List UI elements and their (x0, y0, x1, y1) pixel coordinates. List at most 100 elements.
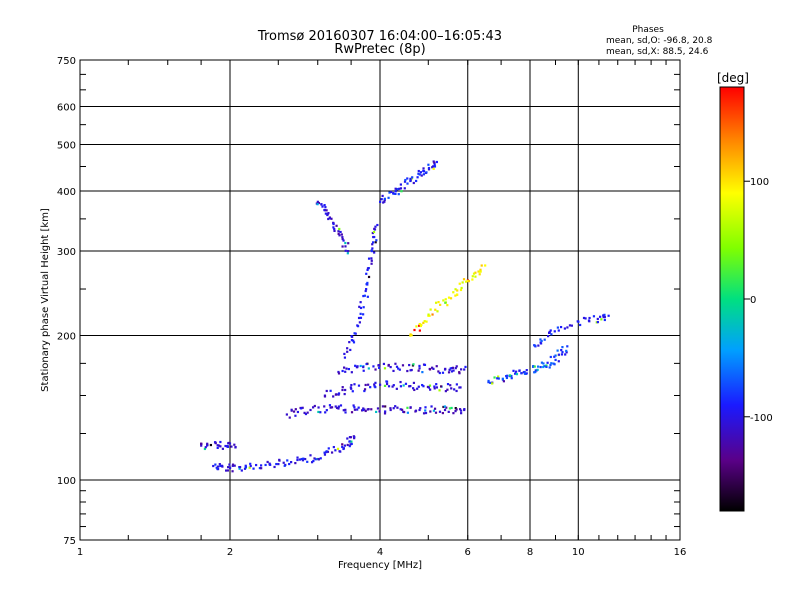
data-point (266, 460, 269, 464)
data-point (394, 405, 397, 408)
data-point (362, 369, 365, 372)
data-point (366, 295, 369, 298)
data-point (418, 408, 421, 412)
data-point (549, 363, 552, 367)
data-point (497, 377, 500, 380)
data-point (382, 362, 386, 366)
data-point (412, 181, 415, 185)
x-tick-label: 4 (377, 547, 383, 558)
data-point (515, 370, 518, 373)
data-point (396, 187, 400, 191)
data-point (370, 408, 373, 411)
data-point (394, 190, 397, 193)
data-point (456, 289, 459, 292)
data-point (491, 382, 494, 385)
data-point (346, 250, 350, 253)
data-point (227, 466, 230, 469)
data-point (599, 315, 602, 318)
data-point (560, 348, 563, 352)
data-point (343, 392, 346, 396)
data-point (409, 384, 412, 388)
data-point (359, 364, 362, 368)
y-axis-ticks: 75 100 200 300 400 500 600 750 (57, 56, 76, 547)
data-point (409, 177, 412, 180)
data-point (369, 386, 372, 389)
data-point (418, 324, 421, 327)
data-point (317, 406, 320, 409)
data-point (401, 364, 405, 367)
data-point (442, 299, 445, 302)
chart-title: Tromsø 20160307 16:04:00–16:05:43 (257, 29, 502, 44)
data-point (403, 180, 407, 183)
data-point (220, 464, 224, 467)
data-point (435, 383, 438, 386)
data-point (437, 370, 440, 373)
data-point (365, 272, 368, 275)
data-point (459, 386, 462, 389)
data-point (447, 371, 451, 374)
data-point (314, 458, 317, 461)
data-point (301, 406, 304, 409)
data-point (418, 367, 421, 370)
data-point (431, 313, 434, 316)
data-point (379, 200, 382, 203)
data-point (371, 241, 375, 244)
data-point (414, 409, 418, 412)
data-point (344, 249, 347, 252)
minor-ticks (80, 60, 680, 540)
data-point (341, 388, 344, 392)
data-point (349, 348, 352, 352)
data-point (300, 407, 303, 410)
data-point (408, 363, 411, 367)
data-point (240, 469, 243, 472)
data-point (328, 217, 331, 220)
data-point (443, 408, 447, 412)
data-point (460, 286, 463, 290)
data-point (341, 443, 344, 446)
data-point (375, 410, 378, 414)
data-point (200, 444, 203, 447)
data-point (321, 205, 324, 208)
x-tick-label: 1 (77, 547, 83, 558)
data-point (523, 370, 526, 374)
data-point (231, 470, 234, 473)
data-point (443, 368, 447, 371)
data-point (440, 385, 443, 388)
data-point (341, 369, 344, 373)
x-tick-label: 8 (527, 547, 533, 558)
data-point (448, 368, 451, 371)
data-point (433, 407, 437, 410)
data-point (348, 445, 351, 448)
data-point (306, 460, 309, 463)
data-point (452, 369, 455, 372)
data-point (364, 383, 367, 387)
data-point (557, 360, 560, 363)
data-point (301, 459, 305, 462)
data-point (505, 376, 509, 380)
data-point (413, 388, 416, 392)
data-point (296, 458, 299, 462)
data-point (234, 446, 237, 449)
data-point (449, 297, 453, 300)
data-point (493, 376, 496, 379)
data-point (346, 350, 349, 353)
data-point (367, 408, 370, 411)
data-point (453, 388, 456, 391)
data-point (359, 306, 363, 310)
data-point (286, 459, 289, 462)
data-point (288, 416, 291, 419)
data-point (347, 367, 351, 371)
data-point (294, 408, 297, 411)
scatter-points (200, 160, 610, 473)
data-point (367, 275, 371, 279)
data-point (419, 171, 423, 174)
data-point (444, 390, 447, 393)
data-point (226, 469, 230, 472)
data-point (401, 408, 404, 411)
data-point (420, 174, 423, 177)
data-point (471, 275, 474, 278)
data-point (239, 465, 242, 469)
data-point (317, 458, 320, 461)
data-point (392, 407, 395, 410)
data-point (416, 387, 419, 390)
